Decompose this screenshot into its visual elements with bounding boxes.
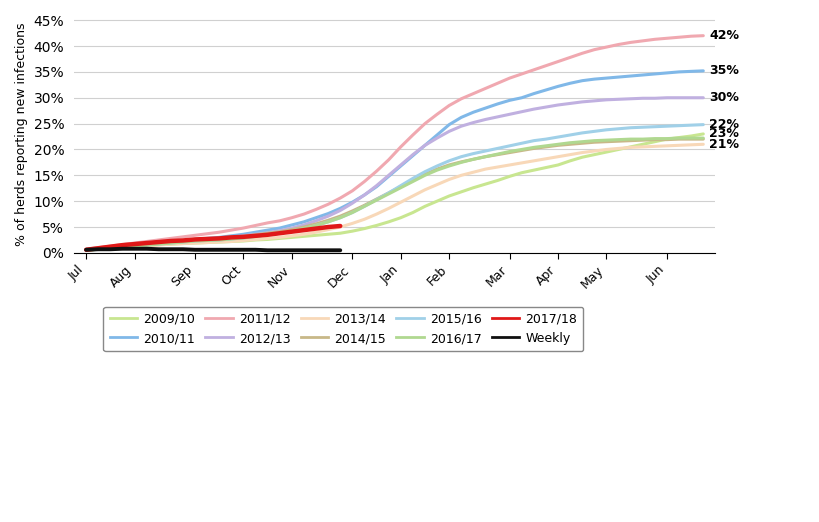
Legend: 2009/10, 2010/11, 2011/12, 2012/13, 2013/14, 2014/15, 2015/16, 2016/17, 2017/18,: 2009/10, 2010/11, 2011/12, 2012/13, 2013…: [103, 306, 583, 351]
Text: 30%: 30%: [708, 91, 738, 104]
Y-axis label: % of herds reporting new infections: % of herds reporting new infections: [15, 22, 28, 246]
Text: 35%: 35%: [708, 64, 738, 77]
Text: 42%: 42%: [708, 29, 739, 42]
Text: 21%: 21%: [708, 138, 739, 151]
Text: 22%: 22%: [708, 118, 739, 131]
Text: 23%: 23%: [708, 127, 738, 140]
